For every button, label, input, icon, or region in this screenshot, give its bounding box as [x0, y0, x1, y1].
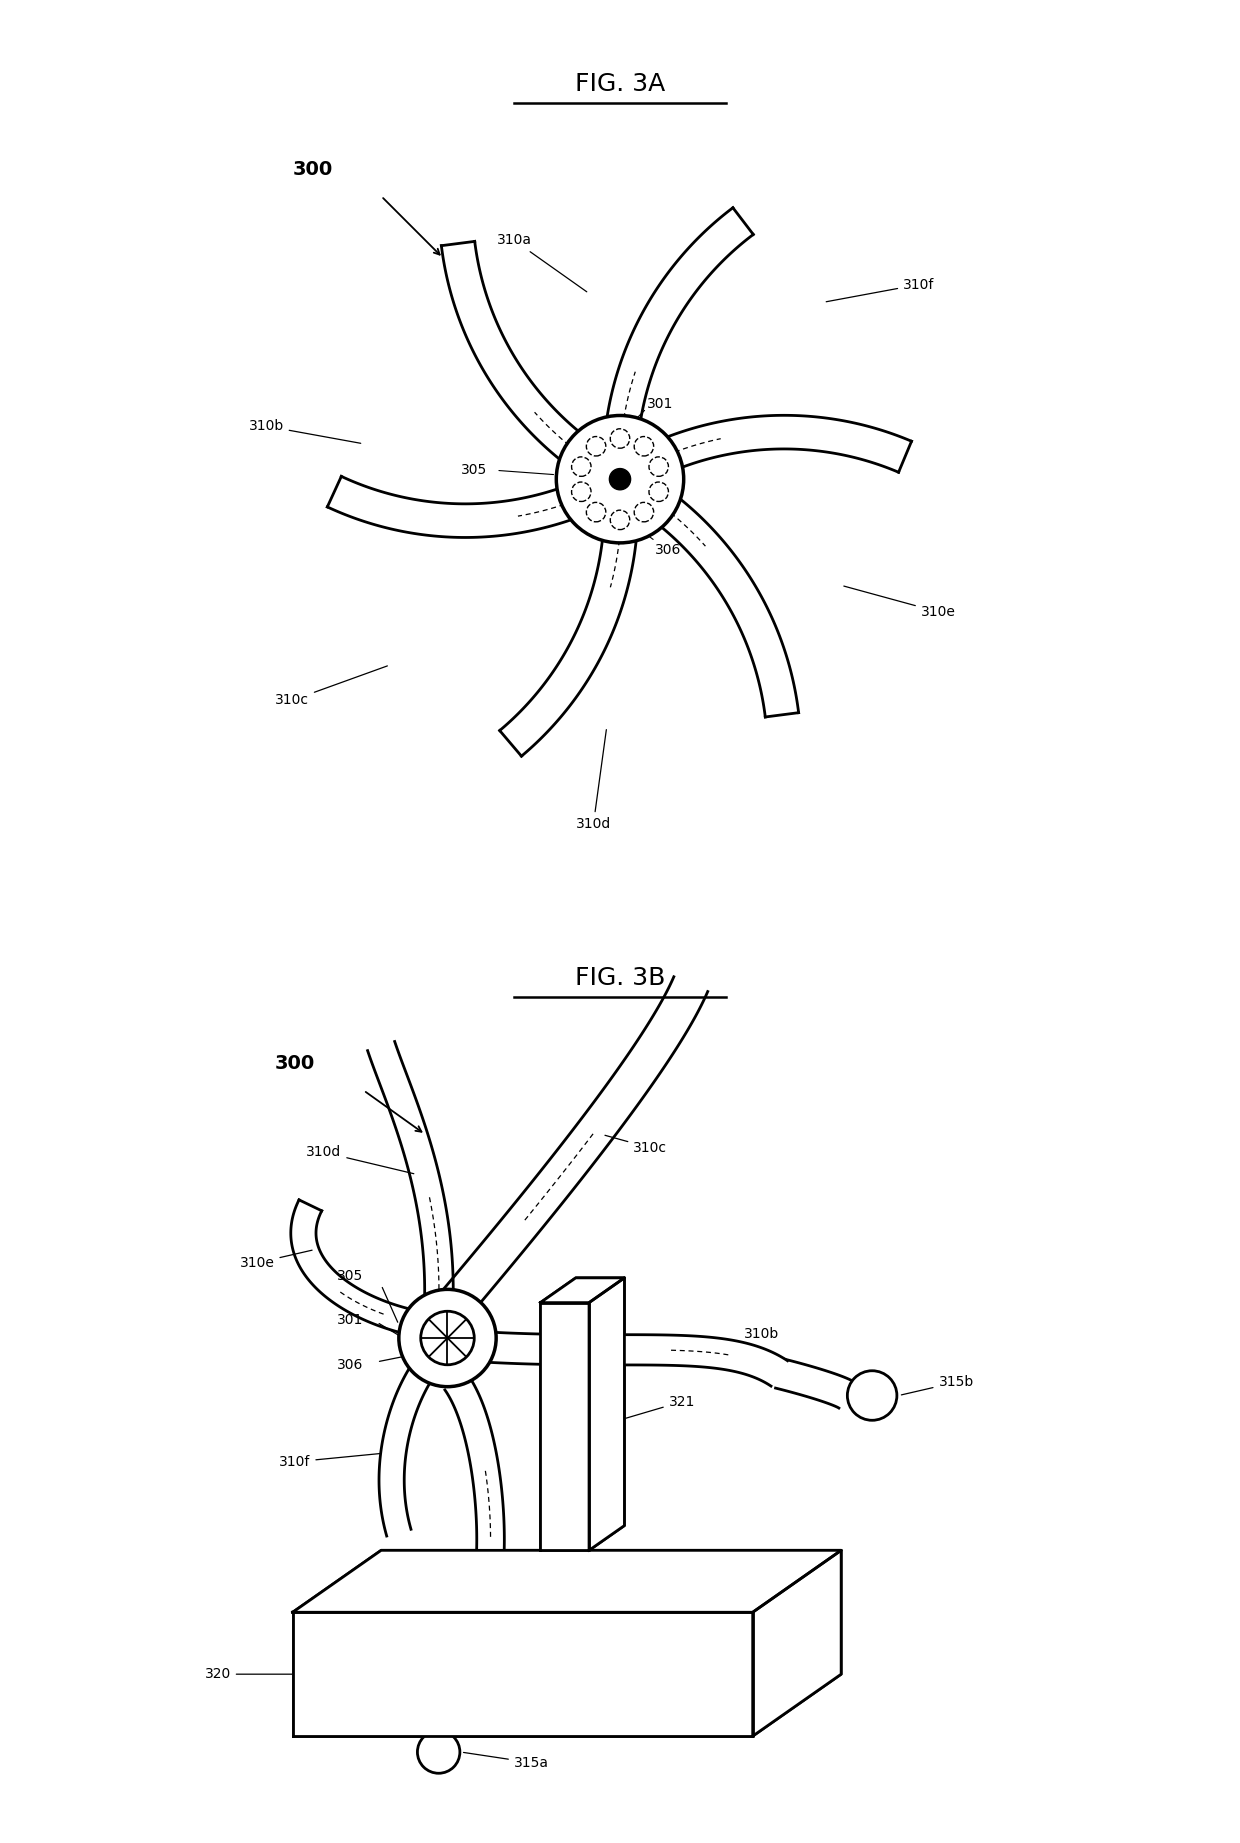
- Text: 310f: 310f: [279, 1454, 383, 1469]
- Polygon shape: [441, 241, 627, 494]
- Text: 310d: 310d: [575, 730, 611, 831]
- Circle shape: [572, 457, 591, 475]
- Text: 310a: 310a: [496, 234, 587, 291]
- Text: 305: 305: [461, 463, 487, 477]
- Circle shape: [572, 483, 591, 501]
- Text: 301: 301: [646, 396, 673, 411]
- Circle shape: [649, 483, 668, 501]
- Text: 306: 306: [656, 544, 682, 557]
- Text: 300: 300: [275, 1054, 315, 1073]
- Circle shape: [399, 1290, 496, 1386]
- Polygon shape: [611, 415, 911, 494]
- Text: 310b: 310b: [711, 1327, 779, 1351]
- Polygon shape: [589, 1277, 625, 1550]
- Polygon shape: [500, 477, 639, 756]
- Polygon shape: [541, 1303, 589, 1550]
- Circle shape: [418, 1731, 460, 1773]
- Text: FIG. 3A: FIG. 3A: [575, 72, 665, 96]
- Text: 315b: 315b: [901, 1375, 973, 1395]
- Polygon shape: [293, 1613, 753, 1736]
- Text: 300: 300: [293, 160, 332, 179]
- Circle shape: [634, 503, 653, 522]
- Polygon shape: [541, 1277, 625, 1303]
- Polygon shape: [367, 1041, 454, 1307]
- Circle shape: [847, 1371, 897, 1421]
- Polygon shape: [327, 464, 629, 538]
- Polygon shape: [291, 1200, 407, 1332]
- Circle shape: [634, 437, 653, 455]
- Text: 310a: 310a: [391, 1633, 467, 1708]
- Polygon shape: [445, 1375, 505, 1589]
- Polygon shape: [753, 1550, 841, 1736]
- Text: 320: 320: [205, 1668, 316, 1681]
- Text: 310f: 310f: [826, 278, 935, 302]
- Circle shape: [557, 415, 683, 544]
- Text: FIG. 3B: FIG. 3B: [575, 966, 665, 990]
- Circle shape: [649, 457, 668, 475]
- Text: 306: 306: [337, 1358, 363, 1371]
- Polygon shape: [603, 208, 753, 479]
- Text: 301: 301: [337, 1314, 363, 1327]
- Polygon shape: [430, 1583, 501, 1734]
- Text: 310e: 310e: [844, 586, 956, 619]
- Polygon shape: [379, 1368, 432, 1535]
- Polygon shape: [482, 1332, 787, 1386]
- Text: 310e: 310e: [239, 1250, 312, 1270]
- Polygon shape: [753, 1550, 841, 1736]
- Text: 310c: 310c: [605, 1135, 667, 1156]
- Polygon shape: [443, 977, 708, 1314]
- Text: 310c: 310c: [275, 665, 387, 708]
- Circle shape: [587, 437, 606, 455]
- Polygon shape: [541, 1303, 589, 1550]
- Circle shape: [610, 429, 630, 448]
- Circle shape: [610, 511, 630, 529]
- Polygon shape: [541, 1277, 625, 1303]
- Text: 321: 321: [600, 1395, 696, 1426]
- Polygon shape: [775, 1358, 856, 1408]
- Circle shape: [609, 468, 631, 490]
- Polygon shape: [589, 1277, 625, 1550]
- Polygon shape: [293, 1613, 753, 1736]
- Text: 315a: 315a: [464, 1753, 549, 1769]
- Text: 305: 305: [337, 1270, 363, 1283]
- Polygon shape: [293, 1550, 841, 1613]
- Polygon shape: [613, 464, 799, 717]
- Text: 310b: 310b: [248, 418, 361, 444]
- Circle shape: [587, 503, 606, 522]
- Polygon shape: [293, 1550, 841, 1613]
- Text: 310d: 310d: [306, 1145, 414, 1174]
